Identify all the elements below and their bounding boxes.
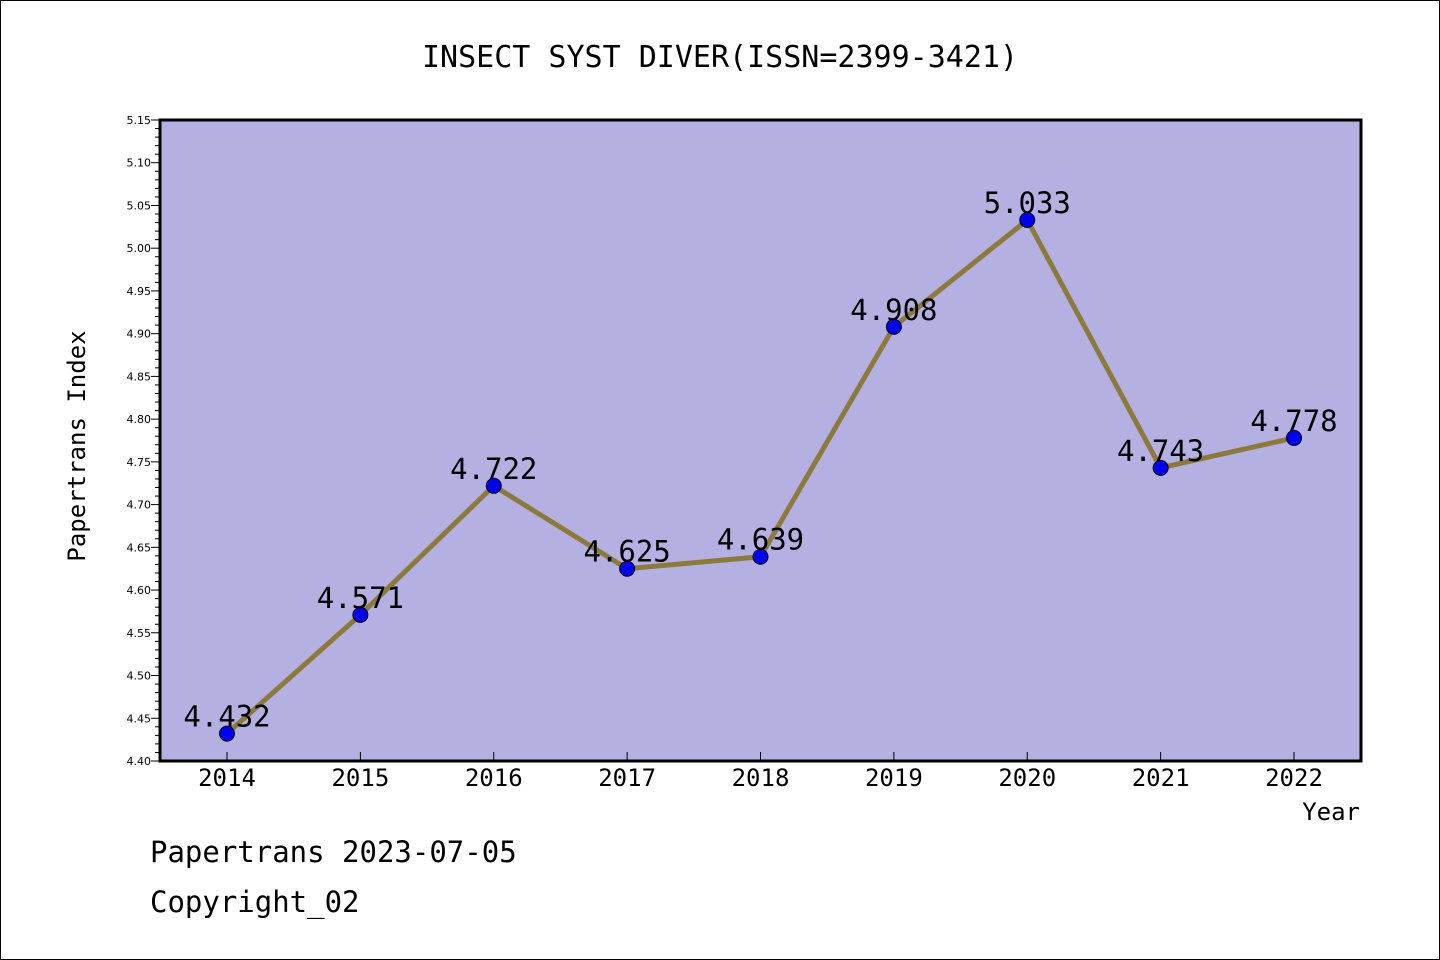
y-tick-label: 4.90 bbox=[127, 328, 152, 341]
x-axis: 2014 2015 2016 2017 2018 2019 2020 2021 2022 bbox=[198, 752, 1323, 792]
y-tick-label: 4.40 bbox=[127, 755, 152, 768]
x-tick-label: 2015 bbox=[331, 764, 389, 792]
data-label: 4.722 bbox=[450, 452, 537, 486]
y-tick-label: 4.75 bbox=[127, 456, 152, 469]
data-label: 4.778 bbox=[1250, 404, 1337, 438]
x-tick-label: 2016 bbox=[465, 764, 523, 792]
data-point bbox=[1152, 459, 1169, 476]
data-point bbox=[485, 477, 502, 494]
y-tick-label: 5.05 bbox=[127, 199, 152, 212]
data-point bbox=[885, 318, 902, 335]
data-point bbox=[219, 725, 235, 742]
y-tick-label: 4.85 bbox=[127, 370, 152, 383]
y-tick-label: 4.60 bbox=[127, 584, 152, 597]
series: 4.432 4.571 4.722 4.625 4.639 4.908 5.033 4.743… bbox=[183, 186, 1338, 742]
footer-copyright: Copyright_02 bbox=[150, 885, 360, 919]
y-tick-label: 4.50 bbox=[127, 670, 152, 683]
y-tick-label: 5.00 bbox=[127, 242, 152, 255]
chart-title: INSECT SYST DIVER(ISSN=2399-3421) bbox=[422, 40, 1018, 75]
x-tick-label: 2021 bbox=[1132, 764, 1190, 792]
data-label: 4.625 bbox=[583, 535, 670, 569]
plot-area bbox=[158, 118, 1363, 763]
x-tick-label: 2018 bbox=[732, 764, 790, 792]
data-point bbox=[752, 548, 769, 565]
data-label: 4.908 bbox=[850, 293, 937, 327]
y-tick-label: 4.80 bbox=[127, 413, 152, 426]
data-point bbox=[352, 606, 369, 623]
y-tick-label: 5.10 bbox=[127, 157, 152, 170]
y-tick-label: 4.55 bbox=[127, 627, 152, 640]
data-label: 4.743 bbox=[1117, 434, 1204, 468]
footer-date: Papertrans 2023-07-05 bbox=[150, 835, 517, 869]
data-label: 5.033 bbox=[984, 186, 1071, 220]
data-label: 4.432 bbox=[183, 700, 270, 734]
data-label: 4.571 bbox=[317, 581, 404, 615]
data-point bbox=[1019, 211, 1036, 228]
x-axis-label: Year bbox=[1302, 798, 1360, 826]
y-tick-label: 4.45 bbox=[127, 712, 152, 725]
y-tick-label: 5.15 bbox=[127, 114, 152, 127]
x-tick-label: 2019 bbox=[865, 764, 923, 792]
y-axis: 4.40 4.45 4.50 4.55 4.60 4.65 4.70 4.75 4.80 4.85… bbox=[127, 114, 160, 768]
x-tick-label: 2014 bbox=[198, 764, 256, 792]
x-tick-label: 2017 bbox=[598, 764, 656, 792]
data-point bbox=[1286, 429, 1302, 446]
y-axis-label: Papertrans Index bbox=[63, 330, 91, 561]
x-tick-label: 2020 bbox=[998, 764, 1056, 792]
y-tick-label: 4.70 bbox=[127, 499, 152, 512]
data-point bbox=[619, 560, 636, 577]
data-label: 4.639 bbox=[717, 523, 804, 557]
y-tick-label: 4.65 bbox=[127, 541, 152, 554]
x-tick-label: 2022 bbox=[1265, 764, 1323, 792]
y-tick-label: 4.95 bbox=[127, 285, 152, 298]
